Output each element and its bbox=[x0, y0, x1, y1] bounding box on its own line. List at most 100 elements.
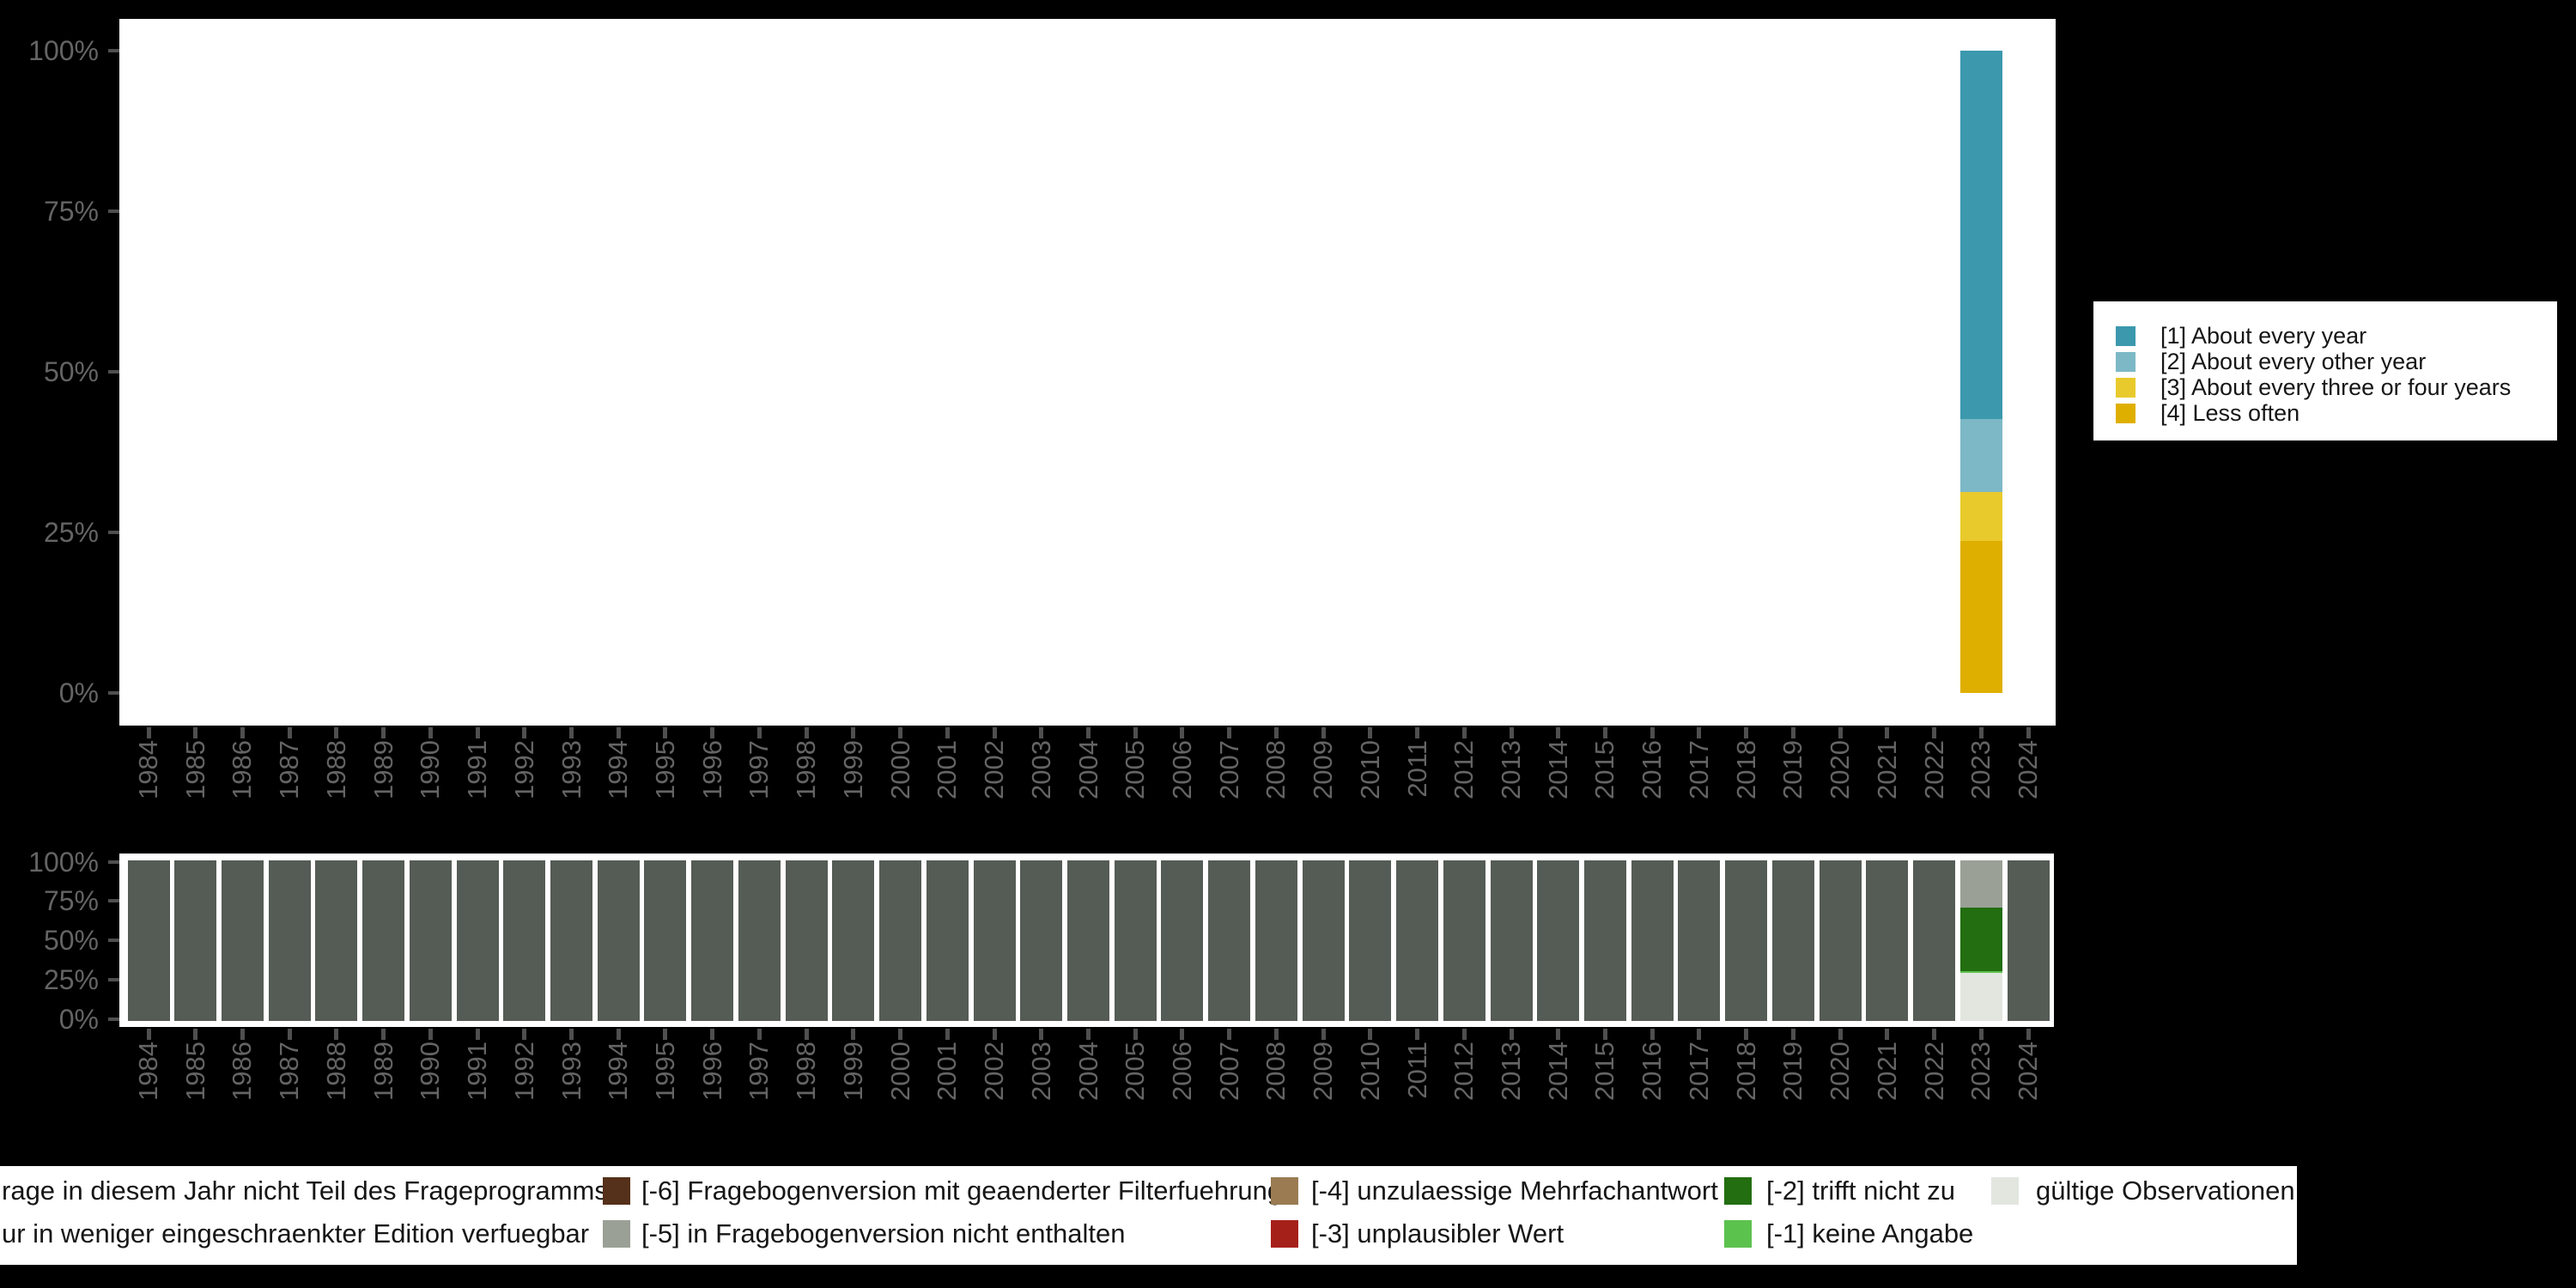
bar-2004 bbox=[1067, 860, 1109, 1021]
x-axis-year-label: 2004 bbox=[1072, 1042, 1103, 1101]
x-axis-tick bbox=[945, 1029, 950, 1040]
x-axis-tick bbox=[1180, 1029, 1185, 1040]
bar-2015 bbox=[1583, 860, 1626, 1021]
x-axis-year-label: 2022 bbox=[1918, 1042, 1949, 1101]
x-axis-year-label: 2009 bbox=[1308, 740, 1339, 799]
x-axis-tick bbox=[756, 1029, 762, 1040]
x-axis-tick bbox=[804, 727, 809, 738]
x-axis-tick bbox=[1932, 727, 1937, 738]
bar-segment bbox=[1819, 860, 1862, 1021]
x-axis-tick bbox=[1321, 727, 1326, 738]
bar-1995 bbox=[644, 860, 687, 1021]
x-axis-tick bbox=[146, 727, 151, 738]
bar-segment bbox=[1913, 860, 1956, 1021]
x-axis-year-label: 2000 bbox=[884, 740, 915, 799]
y-axis-tick bbox=[108, 899, 119, 902]
bar-segment bbox=[1537, 860, 1580, 1021]
x-axis-year-label: 1991 bbox=[462, 740, 493, 799]
bar-segment bbox=[1583, 860, 1626, 1021]
bar-1987 bbox=[268, 860, 311, 1021]
x-axis-year-label: 1988 bbox=[320, 1042, 351, 1101]
x-axis-year-label: 1995 bbox=[649, 740, 680, 799]
x-axis-year-label: 2024 bbox=[2013, 740, 2043, 799]
x-axis-tick bbox=[1978, 1029, 1984, 1040]
x-axis-year-label: 2014 bbox=[1542, 1042, 1573, 1101]
bar-2009 bbox=[1302, 860, 1345, 1021]
y-axis-tick-label: 100% bbox=[28, 847, 99, 878]
y-axis-tick-label: 100% bbox=[28, 35, 99, 66]
x-axis-year-label: 1996 bbox=[696, 740, 727, 799]
x-axis-tick bbox=[851, 1029, 856, 1040]
bar-2014 bbox=[1537, 860, 1580, 1021]
bar-2020 bbox=[1819, 860, 1862, 1021]
x-axis-year-label: 2002 bbox=[979, 740, 1010, 799]
bar-1991 bbox=[456, 860, 499, 1021]
x-axis-tick bbox=[756, 727, 762, 738]
x-axis-year-label: 1992 bbox=[508, 740, 539, 799]
x-axis-year-label: 2014 bbox=[1542, 740, 1573, 799]
x-axis-tick bbox=[1039, 1029, 1044, 1040]
legend-item: [4] Less often bbox=[2116, 400, 2300, 426]
bar-segment bbox=[1959, 860, 2002, 908]
x-axis-tick bbox=[663, 1029, 668, 1040]
bar-segment bbox=[2007, 860, 2050, 1021]
x-axis-tick bbox=[1744, 1029, 1749, 1040]
x-axis-year-label: 1984 bbox=[133, 740, 163, 799]
x-axis-year-label: 2012 bbox=[1449, 740, 1479, 799]
x-axis-tick bbox=[1180, 727, 1185, 738]
legend-label: [1] About every year bbox=[2160, 323, 2367, 349]
bar-segment bbox=[738, 860, 781, 1021]
x-axis-tick bbox=[945, 727, 950, 738]
y-axis-tick-label: 50% bbox=[43, 356, 99, 387]
x-axis-tick bbox=[710, 727, 715, 738]
x-axis-tick bbox=[616, 727, 621, 738]
legend-label: [3] About every three or four years bbox=[2160, 374, 2512, 400]
x-axis-year-label: 2017 bbox=[1683, 1042, 1714, 1101]
legend-label: [-2] trifft nicht zu bbox=[1766, 1176, 1955, 1206]
x-axis-year-label: 2006 bbox=[1166, 740, 1197, 799]
x-axis-tick bbox=[1461, 1029, 1467, 1040]
x-axis-year-label: 1989 bbox=[368, 1042, 398, 1101]
y-axis-tick bbox=[108, 691, 119, 695]
x-axis-year-label: 2011 bbox=[1401, 1042, 1432, 1099]
x-axis-tick bbox=[1321, 1029, 1326, 1040]
bar-2010 bbox=[1349, 860, 1392, 1021]
legend-label: [-1] keine Angabe bbox=[1766, 1218, 1974, 1249]
frequency-legend: [1] About every year [2] About every othe… bbox=[2093, 301, 2557, 440]
bar-segment bbox=[409, 860, 452, 1021]
x-axis-tick bbox=[1039, 727, 1044, 738]
bar-segment bbox=[644, 860, 687, 1021]
x-axis-year-label: 1987 bbox=[274, 740, 305, 799]
x-axis-year-label: 2018 bbox=[1730, 740, 1761, 799]
bar-2006 bbox=[1161, 860, 1204, 1021]
x-axis-year-label: 2021 bbox=[1871, 1042, 1902, 1101]
x-axis-tick bbox=[1133, 727, 1138, 738]
x-axis-tick bbox=[1509, 1029, 1514, 1040]
x-axis-year-label: 2015 bbox=[1589, 1042, 1620, 1101]
y-axis-tick bbox=[108, 49, 119, 52]
legend-label: [2] About every other year bbox=[2160, 349, 2427, 374]
x-axis-tick bbox=[1086, 1029, 1091, 1040]
y-axis-tick bbox=[108, 370, 119, 374]
bar-2017 bbox=[1678, 860, 1721, 1021]
x-axis-year-label: 2005 bbox=[1120, 1042, 1151, 1101]
y-axis-tick-label: 75% bbox=[43, 885, 99, 916]
x-axis-year-label: 2024 bbox=[2013, 1042, 2043, 1101]
bar-1985 bbox=[174, 860, 217, 1021]
x-axis-tick bbox=[1885, 1029, 1890, 1040]
x-axis-tick bbox=[1602, 1029, 1607, 1040]
x-axis-year-label: 1985 bbox=[179, 740, 210, 799]
x-axis-year-label: 1992 bbox=[508, 1042, 539, 1101]
x-axis-tick bbox=[1227, 1029, 1232, 1040]
bar-segment bbox=[1161, 860, 1204, 1021]
bar-2001 bbox=[926, 860, 969, 1021]
x-axis-year-label: 1990 bbox=[415, 740, 446, 799]
x-axis-tick bbox=[1790, 1029, 1795, 1040]
x-axis-tick bbox=[1602, 727, 1607, 738]
bar-segment bbox=[550, 860, 593, 1021]
bar-segment bbox=[1959, 491, 2002, 541]
x-axis-tick bbox=[428, 727, 433, 738]
x-axis-tick bbox=[663, 727, 668, 738]
bar-2011 bbox=[1396, 860, 1439, 1021]
legend-item: [3] About every three or four years bbox=[2116, 374, 2511, 400]
